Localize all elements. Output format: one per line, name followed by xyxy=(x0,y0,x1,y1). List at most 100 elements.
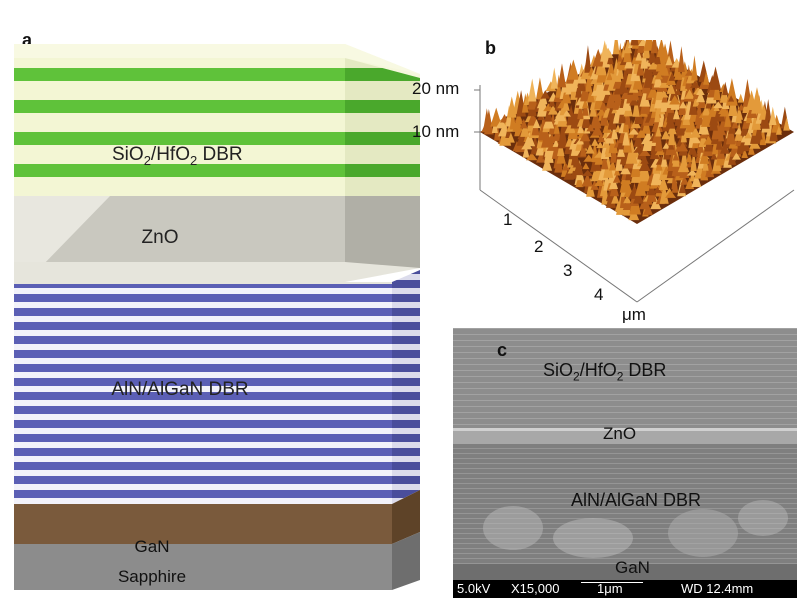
afm-peak xyxy=(595,78,602,96)
afm-peak xyxy=(678,181,686,194)
afm-peak xyxy=(751,87,763,114)
afm-peak xyxy=(562,109,572,117)
sapphire-block xyxy=(14,532,420,590)
afm-peak xyxy=(636,56,645,76)
afm-peak xyxy=(635,50,643,61)
afm-peak xyxy=(585,144,595,154)
afm-peak xyxy=(571,165,578,179)
afm-peak xyxy=(639,158,651,171)
afm-peak xyxy=(620,164,631,175)
afm-peak xyxy=(553,120,560,134)
afm-peak xyxy=(606,71,613,81)
afm-peak xyxy=(722,81,729,96)
afm-peak xyxy=(650,196,662,210)
z-tick-20: 20 nm xyxy=(412,79,459,98)
panel-c-label: c xyxy=(497,340,508,360)
label-top-dbr: SiO2/HfO2 DBR xyxy=(112,144,243,168)
afm-peak xyxy=(628,128,640,135)
afm-peak xyxy=(764,98,772,121)
afm-peak xyxy=(732,152,741,160)
afm-peak xyxy=(686,149,693,163)
afm-peak xyxy=(623,179,631,189)
afm-peak xyxy=(605,144,612,157)
afm-peak xyxy=(575,173,584,188)
afm-peak xyxy=(600,152,609,170)
afm-peak xyxy=(665,190,677,198)
afm-peak xyxy=(636,86,643,97)
afm-peak xyxy=(617,64,624,79)
afm-peak xyxy=(634,96,644,124)
afm-peak xyxy=(594,178,605,186)
afm-peak xyxy=(648,45,657,63)
afm-peak xyxy=(658,90,669,98)
afm-peak xyxy=(622,87,632,111)
afm-peak xyxy=(557,63,567,88)
afm-peak xyxy=(547,104,559,115)
x-tick-3: 3 xyxy=(563,261,572,280)
afm-peak xyxy=(690,80,701,88)
afm-peak xyxy=(535,77,544,100)
afm-peak xyxy=(490,107,503,127)
afm-peak xyxy=(692,93,700,107)
afm-peak xyxy=(525,152,538,161)
afm-peak xyxy=(623,194,632,204)
sem-working-distance: WD 12.4mm xyxy=(681,581,754,596)
afm-peak xyxy=(581,173,594,187)
afm-peak xyxy=(608,59,615,74)
afm-peak xyxy=(647,84,660,98)
x-tick-1: 1 xyxy=(503,210,512,229)
afm-peak xyxy=(527,78,537,102)
afm-peak xyxy=(633,145,645,153)
afm-peak xyxy=(633,190,645,204)
afm-peak xyxy=(602,47,614,58)
x-tick-4: 4 xyxy=(594,285,603,304)
afm-peak xyxy=(741,148,749,159)
afm-peak xyxy=(638,148,651,156)
afm-peak xyxy=(677,46,685,73)
afm-peak xyxy=(724,109,732,127)
afm-peak xyxy=(596,141,605,149)
afm-peak xyxy=(643,203,653,215)
afm-peak xyxy=(495,118,508,129)
afm-peak xyxy=(599,100,608,110)
afm-peak xyxy=(659,183,669,204)
afm-peak xyxy=(571,77,579,88)
afm-peak xyxy=(658,54,669,76)
afm-peak xyxy=(583,154,595,162)
afm-peak xyxy=(572,161,583,168)
afm-peak xyxy=(550,67,558,89)
sem-image: c SiO2/HfO2 DBR ZnO AlN/AlGaN DBR GaN 5.… xyxy=(453,328,797,598)
afm-peak xyxy=(519,118,528,129)
afm-peak xyxy=(736,108,744,120)
panel-a-label: a xyxy=(22,30,33,50)
afm-peak xyxy=(586,124,595,132)
sem-label-top-dbr: SiO2/HfO2 DBR xyxy=(543,360,667,384)
afm-peak xyxy=(563,167,575,180)
afm-peak xyxy=(737,103,745,111)
afm-peak xyxy=(684,69,694,76)
afm-peak xyxy=(591,138,599,146)
afm-peak xyxy=(567,59,580,80)
afm-peak xyxy=(689,127,702,138)
sem-texture xyxy=(453,328,797,598)
afm-peak xyxy=(552,139,560,147)
afm-peak xyxy=(623,40,633,54)
afm-peak xyxy=(641,135,651,145)
afm-peak xyxy=(668,72,676,81)
afm-peak xyxy=(580,133,587,157)
afm-peak xyxy=(509,106,517,130)
afm-peak xyxy=(586,177,595,197)
afm-peak xyxy=(542,155,553,171)
afm-peak xyxy=(606,104,616,121)
afm-peak xyxy=(703,70,710,85)
afm-peak xyxy=(727,95,735,102)
afm-peak xyxy=(728,118,736,134)
afm-peak xyxy=(630,40,639,46)
zno-block xyxy=(14,196,420,282)
x-unit: μm xyxy=(622,305,646,324)
afm-peak xyxy=(672,151,680,161)
afm-peak xyxy=(584,45,592,73)
afm-axes xyxy=(474,85,795,303)
afm-surface-plot: 20 nm 10 nm 1 2 3 4 μm xyxy=(412,40,795,324)
afm-peak xyxy=(613,110,621,120)
